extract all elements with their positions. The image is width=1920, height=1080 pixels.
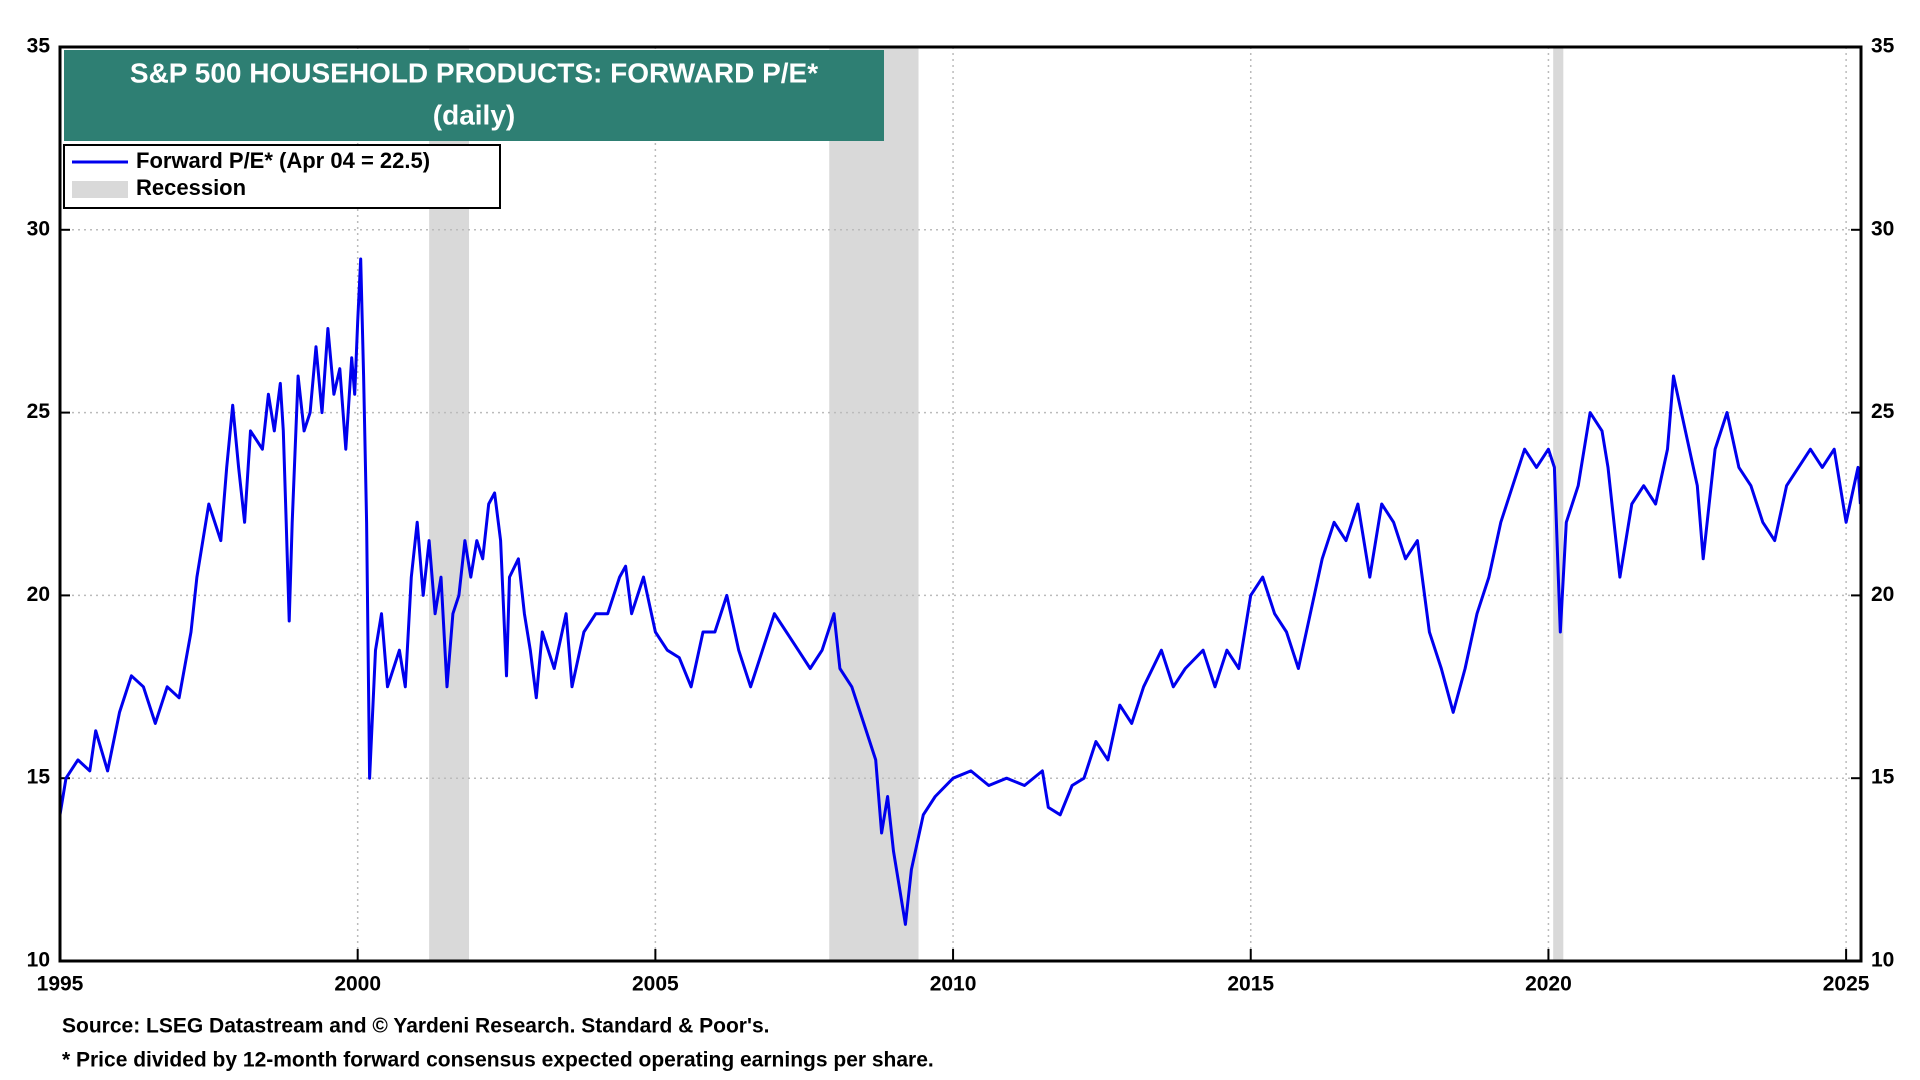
series-lines (58, 257, 1862, 926)
legend-label: Recession (136, 175, 246, 200)
recession-band (1553, 47, 1564, 961)
recession-bands (429, 47, 1564, 961)
y-tick-label: 10 (27, 949, 50, 972)
x-tick-label: 2025 (1823, 973, 1870, 996)
x-tick-label: 2005 (632, 973, 679, 996)
x-tick-label: 2015 (1227, 973, 1274, 996)
x-tick-label: 2000 (334, 973, 381, 996)
y-tick-label: 35 (27, 35, 51, 58)
y2-tick-label: 10 (1871, 949, 1894, 972)
x-tick-label: 2020 (1525, 973, 1572, 996)
title-box (64, 50, 884, 141)
y-tick-label: 20 (27, 583, 50, 606)
legend-label: Forward P/E* (Apr 04 = 22.5) (136, 148, 430, 173)
legend (63, 144, 501, 209)
x-tick-label: 2010 (930, 973, 977, 996)
y2-tick-label: 35 (1871, 35, 1895, 58)
source-note: Source: LSEG Datastream and © Yardeni Re… (62, 1015, 769, 1038)
y2-tick-label: 20 (1871, 583, 1894, 606)
y2-tick-label: 15 (1871, 766, 1895, 789)
y-tick-label: 15 (27, 766, 51, 789)
chart-subtitle: (daily) (433, 99, 515, 130)
x-tick-label: 1995 (37, 973, 84, 996)
recession-band (829, 47, 919, 961)
chart-title: S&P 500 HOUSEHOLD PRODUCTS: FORWARD P/E* (130, 57, 818, 88)
legend-swatch (72, 181, 128, 198)
y2-tick-label: 30 (1871, 217, 1894, 240)
plot-frame (58, 45, 1863, 963)
y-tick-label: 30 (27, 217, 50, 240)
y-tick-label: 25 (27, 400, 51, 423)
series-line (58, 257, 1862, 926)
footnote: * Price divided by 12-month forward cons… (62, 1049, 934, 1072)
y2-tick-label: 25 (1871, 400, 1895, 423)
